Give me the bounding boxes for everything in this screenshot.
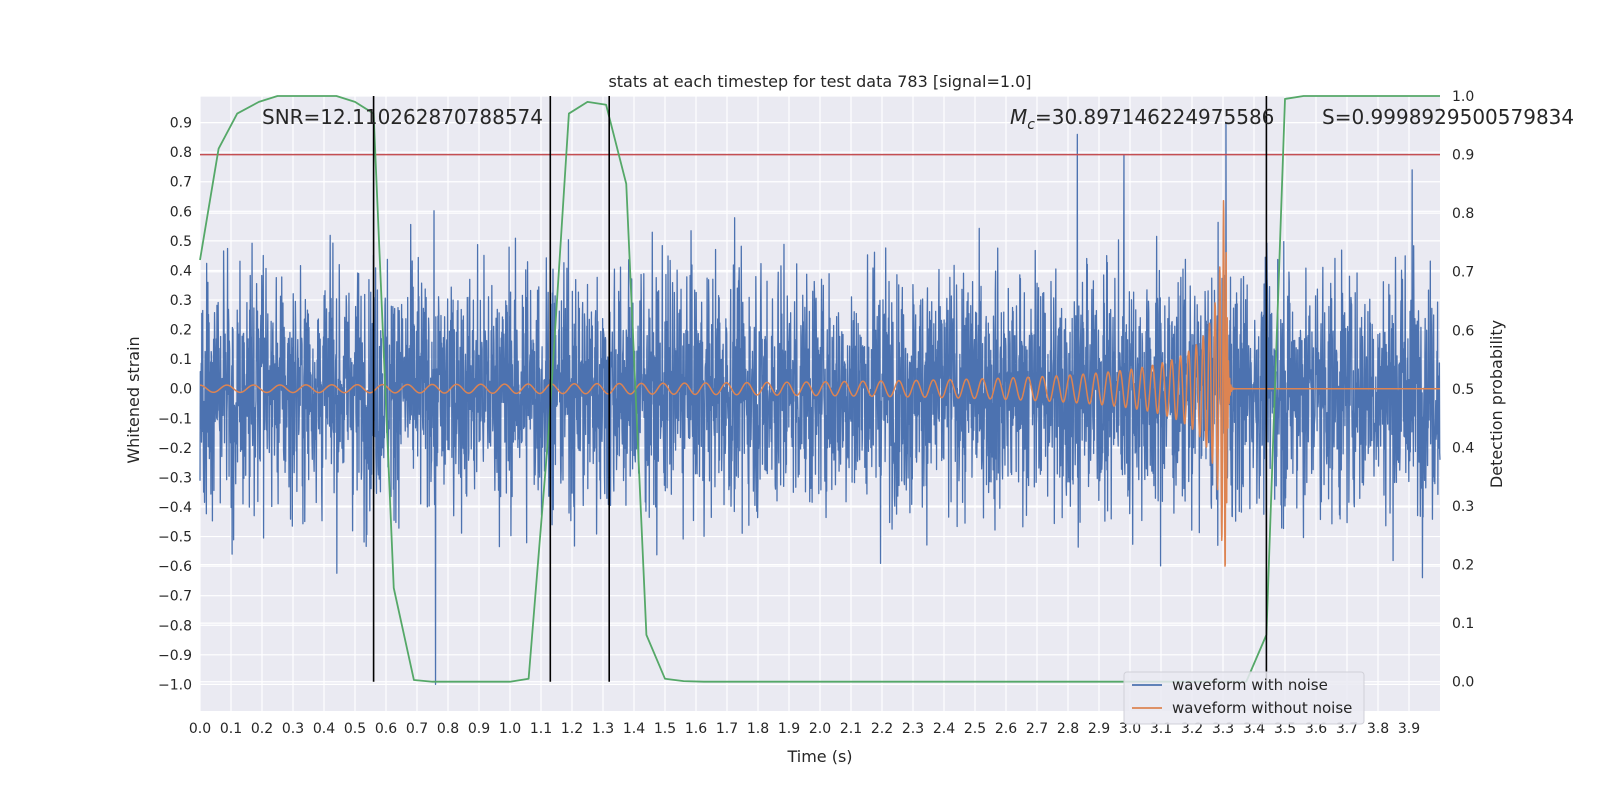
y-tick-label: −0.3 bbox=[158, 470, 192, 486]
x-tick-label: 3.6 bbox=[1305, 721, 1327, 737]
x-tick-labels: 0.0 0.1 0.2 0.3 0.4 0.5 0.6 0.7 0.8 0.9 1.0 1.1 1.2 1… bbox=[189, 721, 1420, 737]
x-tick-label: 2.0 bbox=[809, 721, 831, 737]
x-tick-label: 1.0 bbox=[499, 721, 521, 737]
snr-annotation: SNR=12.110262870788574 bbox=[262, 105, 543, 129]
y-axis-label: Whitened strain bbox=[124, 336, 143, 463]
x-tick-label: 1.6 bbox=[685, 721, 707, 737]
x-tick-label: 3.1 bbox=[1150, 721, 1172, 737]
x-tick-label: 0.4 bbox=[313, 721, 335, 737]
legend-label-clean: waveform without noise bbox=[1172, 699, 1352, 717]
x-tick-label: 0.8 bbox=[437, 721, 459, 737]
x-tick-label: 2.9 bbox=[1088, 721, 1110, 737]
y-tick-label: 0.9 bbox=[170, 116, 192, 132]
y-tick-label: −0.8 bbox=[158, 618, 192, 634]
x-tick-label: 2.3 bbox=[902, 721, 924, 737]
legend-label-noise: waveform with noise bbox=[1172, 676, 1328, 694]
y-tick-label: −0.2 bbox=[158, 441, 192, 457]
x-tick-label: 1.5 bbox=[654, 721, 676, 737]
x-tick-label: 1.1 bbox=[530, 721, 552, 737]
x-tick-label: 3.8 bbox=[1367, 721, 1389, 737]
x-tick-label: 0.9 bbox=[468, 721, 490, 737]
x-tick-label: 0.7 bbox=[406, 721, 428, 737]
y2-tick-label: 0.9 bbox=[1452, 148, 1474, 164]
x-tick-label: 0.3 bbox=[282, 721, 304, 737]
y-tick-label: −0.9 bbox=[158, 648, 192, 664]
x-tick-label: 2.1 bbox=[840, 721, 862, 737]
y-tick-label: 0.7 bbox=[170, 175, 192, 191]
y-tick-label: 0.8 bbox=[170, 145, 192, 161]
x-axis-label: Time (s) bbox=[786, 747, 852, 766]
y-tick-label: −1.0 bbox=[158, 677, 192, 693]
x-tick-label: 1.8 bbox=[747, 721, 769, 737]
y-tick-label: −0.1 bbox=[158, 411, 192, 427]
x-tick-label: 1.9 bbox=[778, 721, 800, 737]
y-tick-label: 0.6 bbox=[170, 204, 192, 220]
y2-axis-label: Detection probability bbox=[1487, 320, 1506, 488]
x-tick-label: 0.5 bbox=[344, 721, 366, 737]
x-tick-label: 1.4 bbox=[623, 721, 645, 737]
y2-tick-label: 0.2 bbox=[1452, 558, 1474, 574]
y-tick-label: 0.5 bbox=[170, 234, 192, 250]
x-tick-label: 2.5 bbox=[964, 721, 986, 737]
x-tick-label: 2.2 bbox=[871, 721, 893, 737]
y-tick-label: 0.3 bbox=[170, 293, 192, 309]
y2-tick-label: 1.0 bbox=[1452, 89, 1474, 105]
x-tick-label: 0.0 bbox=[189, 721, 211, 737]
series-waveform-with-noise-line bbox=[199, 121, 1441, 686]
x-tick-label: 2.8 bbox=[1057, 721, 1079, 737]
y-tick-label: 0.4 bbox=[170, 263, 192, 279]
series-waveform-without-noise-line bbox=[199, 200, 1441, 567]
x-tick-label: 2.6 bbox=[995, 721, 1017, 737]
y-tick-labels: 0.9 0.8 0.7 0.6 0.5 0.4 0.3 0.2 0.1 0.0 −0.1 −0.2 −0… bbox=[158, 116, 192, 694]
x-tick-label: 3.2 bbox=[1181, 721, 1203, 737]
y2-tick-label: 0.3 bbox=[1452, 499, 1474, 515]
x-tick-label: 0.1 bbox=[220, 721, 242, 737]
y2-tick-label: 0.5 bbox=[1452, 382, 1474, 398]
x-tick-label: 3.7 bbox=[1336, 721, 1358, 737]
y2-tick-labels: 1.0 0.9 0.8 0.7 0.6 0.5 0.4 0.3 0.2 0.1 0.0 bbox=[1452, 89, 1474, 691]
x-tick-label: 3.0 bbox=[1119, 721, 1141, 737]
x-tick-label: 0.6 bbox=[375, 721, 397, 737]
x-tick-label: 0.2 bbox=[251, 721, 273, 737]
chart-title: stats at each timestep for test data 783… bbox=[608, 72, 1031, 91]
s-annotation: S=0.9998929500579834 bbox=[1322, 105, 1574, 129]
y-tick-label: −0.5 bbox=[158, 530, 192, 546]
y2-tick-label: 0.7 bbox=[1452, 265, 1474, 281]
legend: waveform with noise waveform without noi… bbox=[1123, 671, 1365, 725]
legend-box bbox=[1123, 671, 1365, 725]
y-grid-lines bbox=[200, 122, 1440, 685]
y2-tick-label: 0.6 bbox=[1452, 323, 1474, 339]
x-tick-label: 1.2 bbox=[561, 721, 583, 737]
x-tick-label: 3.3 bbox=[1212, 721, 1234, 737]
x-tick-label: 3.9 bbox=[1398, 721, 1420, 737]
y-tick-label: 0.2 bbox=[170, 323, 192, 339]
series-detection-probability-line bbox=[199, 95, 1440, 683]
x-tick-label: 1.3 bbox=[592, 721, 614, 737]
x-tick-label: 3.5 bbox=[1274, 721, 1296, 737]
y-tick-label: 0.0 bbox=[170, 382, 192, 398]
y-tick-label: −0.6 bbox=[158, 559, 192, 575]
x-tick-label: 3.4 bbox=[1243, 721, 1265, 737]
y2-tick-label: 0.1 bbox=[1452, 616, 1474, 632]
chirp-mass-annotation: Mc=30.897146224975586 bbox=[1010, 105, 1274, 133]
x-tick-label: 1.7 bbox=[716, 721, 738, 737]
y2-tick-label: 0.8 bbox=[1452, 206, 1474, 222]
y-tick-label: 0.1 bbox=[170, 352, 192, 368]
y2-tick-label: 0.0 bbox=[1452, 675, 1474, 691]
x-tick-label: 2.7 bbox=[1026, 721, 1048, 737]
event-vertical-lines bbox=[372, 96, 1268, 682]
y-tick-label: −0.4 bbox=[158, 500, 192, 516]
y2-tick-label: 0.4 bbox=[1452, 440, 1474, 456]
x-tick-label: 2.4 bbox=[933, 721, 955, 737]
y-tick-label: −0.7 bbox=[158, 589, 192, 605]
